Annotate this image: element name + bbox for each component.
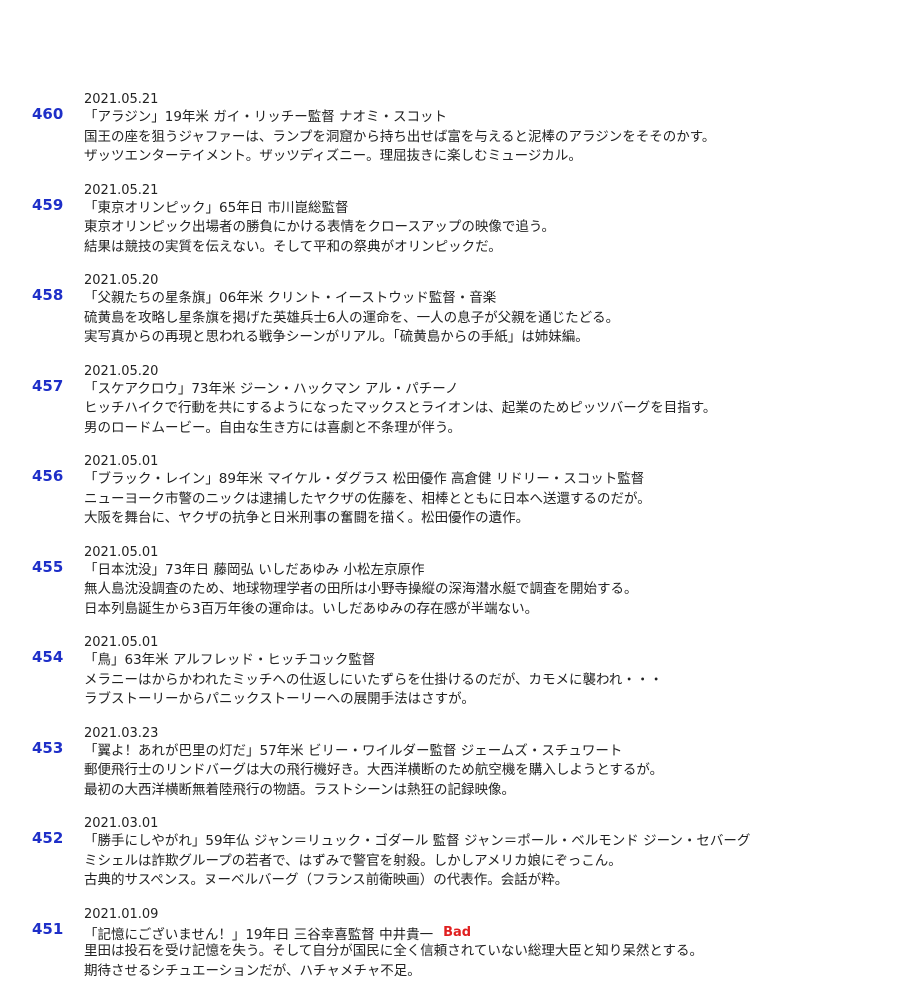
entry-date: 2021.05.20 bbox=[84, 273, 159, 288]
entry-number: 454 bbox=[32, 648, 64, 666]
entry-number: 455 bbox=[32, 557, 64, 576]
entry-line: 「アラジン」19年米 ガイ・リッチー監督 ナオミ・スコット bbox=[84, 109, 447, 125]
entry-date: 2021.05.20 bbox=[84, 363, 159, 379]
entry-line: ザッツエンターテイメント。ザッツディズニー。理屈抜きに楽しむミュージカル。 bbox=[84, 148, 582, 164]
entry-date: 2021.05.01 bbox=[84, 544, 159, 560]
entry-line: 「父親たちの星条旗」06年米 クリント・イーストウッド監督・音楽 bbox=[84, 290, 497, 306]
entry-date: 2021.03.23 bbox=[84, 725, 159, 741]
entry-number: 459 bbox=[32, 195, 64, 214]
entry-line: 日本列島誕生から3百万年後の運命は。いしだあゆみの存在感が半端ない。 bbox=[84, 600, 539, 617]
entry-line: 「東京オリンピック」65年日 市川崑総監督 bbox=[84, 199, 349, 216]
entry-line: 「鳥」63年米 アルフレッド・ヒッチコック監督 bbox=[84, 652, 376, 668]
entry-line: 結果は競技の実質を伝えない。そして平和の祭典がオリンピックだ。 bbox=[84, 238, 502, 255]
entry-line: ヒッチハイクで行動を共にするようになったマックスとライオンは、起業のためピッツバ… bbox=[84, 400, 717, 416]
entry-line: 「翼よ！あれが巴里の灯だ」57年米 ビリー・ワイルダー監督 ジェームズ・スチュワ… bbox=[84, 742, 623, 759]
entry-date: 2021.05.21 bbox=[84, 92, 159, 107]
entry-line: 男のロードムービー。自由な生き方には喜劇と不条理が伴う。 bbox=[84, 419, 462, 436]
entry-line: ミシェルは詐欺グループの若者で、はずみで警官を射殺。しかしアメリカ娘にぞっこん。 bbox=[84, 852, 622, 869]
entry-number: 456 bbox=[32, 467, 64, 485]
entry-line: 「スケアクロウ」73年米 ジーン・ハックマン アル・パチーノ bbox=[84, 380, 459, 397]
entry-line: メラニーはからかわれたミッチへの仕返しにいたずらを仕掛けるのだが、カモメに襲われ… bbox=[84, 671, 663, 688]
entry-line: 「日本沈没」73年日 藤岡弘 いしだあゆみ 小松左京原作 bbox=[84, 561, 425, 578]
entry-number: 460 bbox=[32, 105, 64, 123]
entry-line: 「ブラック・レイン」89年米 マイケル・ダグラス 松田優作 高倉健 リドリー・ス… bbox=[84, 471, 645, 487]
entry-number: 457 bbox=[32, 376, 64, 395]
entry: 457 2021.05.20 「スケアクロウ」73年米 ジーン・ハックマン アル・パ… bbox=[0, 363, 900, 451]
entry: 455 2021.05.01 「日本沈没」73年日 藤岡弘 いしだあゆみ 小松左京原… bbox=[0, 544, 900, 632]
entry-line: 「記憶にございません！」19年日 三谷幸喜監督 中井貴一 Bad bbox=[84, 924, 472, 943]
entry-date: 2021.05.01 bbox=[84, 635, 159, 650]
entry-number: 453 bbox=[32, 738, 64, 757]
entry-line: 「勝手にしやがれ」59年仏 ジャン＝リュック・ゴダール 監督 ジャン＝ポール・ベ… bbox=[84, 833, 751, 849]
entry-line: 郵便飛行士のリンドバーグは大の飛行機好き。大西洋横断のため航空機を購入しようとす… bbox=[84, 762, 664, 778]
entry-number: 451 bbox=[32, 919, 64, 938]
entry-line: 国王の座を狙うジャファーは、ランプを洞窟から持ち出せば富を与えると泥棒のアラジン… bbox=[84, 128, 716, 145]
entry-number: 452 bbox=[32, 829, 64, 847]
entry-line: ラブストーリーからパニックストーリーへの展開手法はさすが。 bbox=[84, 691, 475, 707]
entry-line: 古典的サスペンス。ヌーベルバーグ（フランス前衛映画）の代表作。会話が粋。 bbox=[84, 872, 569, 888]
entry-line: ニューヨーク市警のニックは逮捕したヤクザの佐藤を、相棒とともに日本へ送還するのだ… bbox=[84, 490, 651, 507]
entry-date: 2021.05.01 bbox=[84, 454, 159, 469]
entry: 459 2021.05.21 「東京オリンピック」65年日 市川崑総監督東京オリンピ… bbox=[0, 182, 900, 270]
entry-line: 東京オリンピック出場者の勝負にかける表情をクロースアップの映像で追う。 bbox=[84, 219, 556, 235]
entry: 452 2021.03.01 「勝手にしやがれ」59年仏 ジャン＝リュック・ゴダール… bbox=[0, 815, 900, 903]
entry-line: 里田は投石を受け記憶を失う。そして自分が国民に全く信頼されていない総理大臣と知り… bbox=[84, 943, 703, 959]
entry-line: 最初の大西洋横断無着陸飛行の物語。ラストシーンは熱狂の記録映像。 bbox=[84, 781, 516, 798]
entry: 451 2021.01.09 「記憶にございません！」19年日 三谷幸喜監督 中井貴… bbox=[0, 906, 900, 994]
entry-date: 2021.05.21 bbox=[84, 182, 159, 198]
entry-date: 2021.01.09 bbox=[84, 906, 159, 922]
entry: 453 2021.03.23 「翼よ！あれが巴里の灯だ」57年米 ビリー・ワイルダー… bbox=[0, 725, 900, 813]
entry: 456 2021.05.01 「ブラック・レイン」89年米 マイケル・ダグラス 松田… bbox=[0, 453, 900, 541]
entry: 460 2021.05.21 「アラジン」19年米 ガイ・リッチー監督 ナオミ・スコ… bbox=[0, 91, 900, 179]
entry-line: 大阪を舞台に、ヤクザの抗争と日米刑事の奮闘を描く。松田優作の遺作。 bbox=[84, 510, 530, 526]
entry-line: 期待させるシチュエーションだが、ハチャメチャ不足。 bbox=[84, 962, 421, 979]
entry-line: 硫黄島を攻略し星条旗を掲げた英雄兵士6人の運命を、一人の息子が父親を通じたどる。 bbox=[84, 309, 620, 326]
entry-number: 458 bbox=[32, 286, 64, 304]
entry: 458 2021.05.20 「父親たちの星条旗」06年米 クリント・イーストウッド… bbox=[0, 272, 900, 360]
entry-date: 2021.03.01 bbox=[84, 816, 159, 831]
entry-line: 実写真からの再現と思われる戦争シーンがリアル。「硫黄島からの手紙」は姉妹編。 bbox=[84, 329, 589, 345]
entry: 454 2021.05.01 「鳥」63年米 アルフレッド・ヒッチコック監督メラニー… bbox=[0, 634, 900, 722]
rating-badge: Bad bbox=[443, 924, 472, 940]
entry-line: 無人島沈没調査のため、地球物理学者の田所は小野寺操縦の深海潜水艇で調査を開始する… bbox=[84, 581, 638, 597]
